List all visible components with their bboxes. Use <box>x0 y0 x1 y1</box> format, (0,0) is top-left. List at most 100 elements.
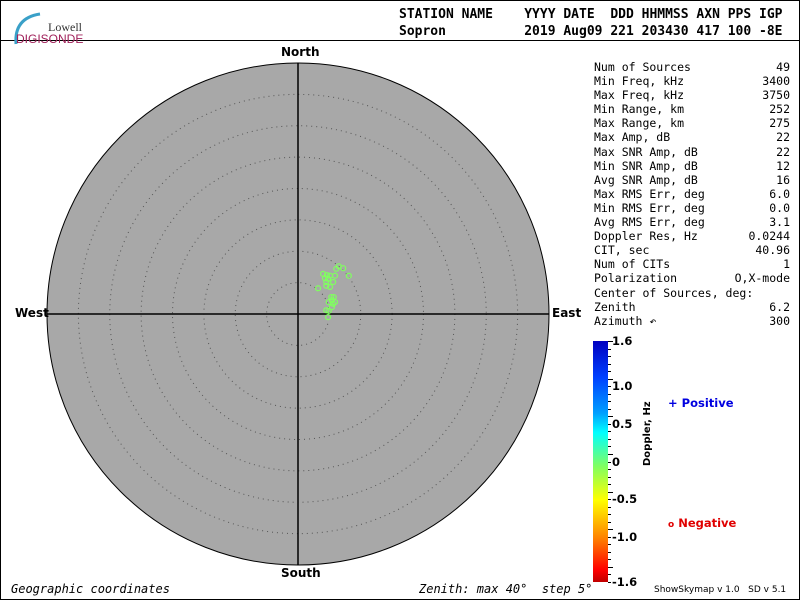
colorbar-tick <box>608 363 611 365</box>
colorbar-tick <box>608 356 611 358</box>
stat-label: Min SNR Amp, dB <box>594 158 698 173</box>
logo-lowell: Lowell <box>48 20 82 34</box>
stat-label: CIT, sec <box>594 243 650 258</box>
colorbar-tick <box>608 536 611 538</box>
colorbar-tick <box>608 544 611 546</box>
colorbar-tick <box>608 551 611 553</box>
colorbar-tick <box>608 484 611 486</box>
source-point <box>331 272 339 279</box>
colorbar-tick-label: 0.5 <box>612 416 633 431</box>
source-point <box>323 278 330 286</box>
stat-label: Max Range, km <box>594 116 685 131</box>
south-label: South <box>281 566 321 580</box>
colorbar-tick <box>608 506 611 508</box>
colorbar-tick <box>608 582 611 583</box>
footer-version: ShowSkymap v 1.0 SD v 5.1 <box>654 585 787 595</box>
colorbar-tick <box>608 386 611 388</box>
colorbar-tick <box>608 521 611 523</box>
stat-row: Azimuth ↶ 300 <box>594 314 790 328</box>
stat-row: Doppler Res, Hz 0.0244 <box>594 229 790 243</box>
stat-row: Max Amp, dB 22 <box>594 130 790 144</box>
east-label: East <box>552 306 582 320</box>
colorbar-tick <box>608 446 611 448</box>
source-point <box>330 300 337 308</box>
source-point <box>321 275 329 282</box>
stat-value: O,X-mode <box>734 271 790 286</box>
colorbar-tick-label: 1.0 <box>612 379 633 394</box>
colorbar-tick-label: 0 <box>612 454 621 469</box>
stat-value: 1 <box>783 257 790 272</box>
stat-row: Num of Sources 49 <box>594 60 790 74</box>
source-point <box>340 265 347 272</box>
colorbar-tick <box>608 529 613 531</box>
colorbar-tick <box>608 371 611 373</box>
colorbar-tick-label: -1.6 <box>612 575 638 589</box>
stat-label: Max Amp, dB <box>594 130 671 145</box>
stat-label: Max SNR Amp, dB <box>594 144 698 159</box>
stat-value: 6.0 <box>769 186 790 201</box>
stat-label: Zenith <box>594 299 636 314</box>
stat-row: Min Range, km 252 <box>594 102 790 116</box>
source-point <box>323 307 330 314</box>
colorbar-tick <box>608 401 611 403</box>
stat-row: Center of Sources, deg: <box>594 286 790 300</box>
stat-label: Avg SNR Amp, dB <box>594 172 698 187</box>
stat-row: Avg RMS Err, deg 3.1 <box>594 215 790 229</box>
stat-value: 300 <box>769 313 790 328</box>
colorbar-tick <box>608 438 611 440</box>
colorbar-tick <box>608 469 611 471</box>
doppler-colorbar <box>593 341 608 582</box>
stat-label: Min Range, km <box>594 102 685 117</box>
stat-row: Max SNR Amp, dB 22 <box>594 145 790 159</box>
stat-label: Center of Sources, deg: <box>594 285 754 300</box>
stat-value: 252 <box>769 102 790 117</box>
source-point <box>328 293 335 301</box>
stat-label: Doppler Res, Hz <box>594 229 698 244</box>
source-point <box>328 303 335 311</box>
stat-label: Min Freq, kHz <box>594 74 685 89</box>
legend-negative-label: Negative <box>678 516 737 530</box>
colorbar-tick-label: 1.6 <box>612 334 633 348</box>
stat-value: 40.96 <box>755 243 790 258</box>
colorbar-tick <box>608 514 611 516</box>
logo-digisonde: DIGISONDE <box>16 32 84 46</box>
colorbar-tick <box>608 574 611 576</box>
colorbar-tick <box>608 559 611 561</box>
source-point <box>326 283 334 291</box>
footer-zenith: Zenith: max 40° step 5° <box>419 582 593 596</box>
stat-value: 6.2 <box>769 299 790 314</box>
stat-label: Avg RMS Err, deg <box>594 215 705 230</box>
stat-row: Min RMS Err, deg 0.0 <box>594 201 790 215</box>
west-label: West <box>15 306 49 320</box>
stat-value: 0.0 <box>769 200 790 215</box>
source-point <box>314 285 322 292</box>
source-point <box>325 307 332 314</box>
stat-label: Polarization <box>594 271 678 286</box>
digisonde-logo: Lowell DIGISONDE <box>10 10 85 46</box>
stat-value: 12 <box>776 158 790 173</box>
legend-negative: o Negative <box>668 516 737 530</box>
source-point <box>330 278 337 286</box>
colorbar-tick <box>608 408 611 410</box>
stat-row: Max RMS Err, deg 6.0 <box>594 187 790 201</box>
stat-label: Min RMS Err, deg <box>594 200 705 215</box>
stat-label: Max RMS Err, deg <box>594 186 705 201</box>
stat-label: Azimuth ↶ <box>594 313 657 328</box>
stat-label: Num of Sources <box>594 60 691 74</box>
source-point <box>345 272 352 279</box>
header-labels: STATION NAME YYYY DATE DDD HHMMSS AXN PP… <box>399 7 783 22</box>
stat-value: 22 <box>776 144 790 159</box>
source-point <box>333 265 340 272</box>
colorbar-tick <box>608 461 611 463</box>
stat-value: 22 <box>776 130 790 145</box>
legend-positive-label: Positive <box>681 396 734 410</box>
colorbar-tick <box>608 423 611 425</box>
colorbar-tick <box>608 416 613 418</box>
colorbar-tick-label: -0.5 <box>612 492 638 507</box>
colorbar-tick <box>608 378 613 380</box>
stat-value: 3.1 <box>769 215 790 230</box>
source-point <box>323 282 330 289</box>
north-label: North <box>281 45 320 59</box>
